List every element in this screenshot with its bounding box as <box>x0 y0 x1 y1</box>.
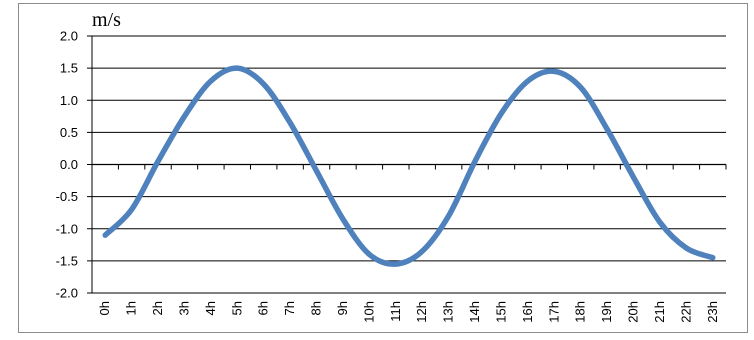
x-tick-label: 2h <box>150 301 165 315</box>
y-tick-label: -0.5 <box>56 189 78 204</box>
data-point <box>156 159 161 164</box>
data-point <box>235 66 240 71</box>
x-tick-label: 20h <box>626 301 641 323</box>
x-tick-label: 22h <box>678 301 693 323</box>
x-tick-label: 4h <box>203 301 218 315</box>
y-tick-labels: 2.0 1.5 1.0 0.5 0.0 -0.5 -1.0 -1.5 -2.0 <box>56 29 78 301</box>
y-tick-label: -2.0 <box>56 286 78 301</box>
x-tick-label: 9h <box>335 301 350 315</box>
y-tick-label: 2.0 <box>60 29 78 44</box>
data-point <box>605 127 610 132</box>
data-point <box>578 85 583 90</box>
grid-lines <box>92 35 726 294</box>
data-point <box>684 246 689 251</box>
x-tick-label: 0h <box>97 301 112 315</box>
x-tick-label: 7h <box>282 301 297 315</box>
series-line <box>102 65 716 267</box>
data-point <box>710 255 715 260</box>
x-tick-label: 3h <box>176 301 191 315</box>
x-tick-label: 6h <box>256 301 271 315</box>
x-tick-labels: 0h 1h 2h 3h 4h 5h 6h 7h 8h 9h 10h 11h 12h 13h 14h 15h 16… <box>97 301 720 323</box>
y-tick-label: 0.0 <box>60 157 78 172</box>
y-unit-label: m/s <box>92 9 121 31</box>
y-tick-label: 0.5 <box>60 125 78 140</box>
data-point <box>473 159 478 164</box>
y-tick-label: 1.5 <box>60 61 78 76</box>
data-point <box>525 78 530 83</box>
x-tick-label: 5h <box>229 301 244 315</box>
x-tick-label: 18h <box>573 301 588 323</box>
x-tick-label: 19h <box>599 301 614 323</box>
x-tick-label: 8h <box>309 301 324 315</box>
x-tick-label: 17h <box>546 301 561 323</box>
data-point <box>446 213 451 218</box>
data-point <box>208 78 213 83</box>
y-tick-label: -1.5 <box>56 253 78 268</box>
x-tick-label: 14h <box>467 301 482 323</box>
series-layer <box>102 65 716 267</box>
x-tick-label: 10h <box>361 301 376 323</box>
x-tick-label: 23h <box>705 301 720 323</box>
data-point <box>103 233 108 238</box>
y-tick-label: 1.0 <box>60 93 78 108</box>
data-point <box>288 120 293 125</box>
x-tick-label: 13h <box>441 301 456 323</box>
data-point <box>182 114 187 119</box>
data-point <box>261 82 266 87</box>
x-tick-label: 16h <box>520 301 535 323</box>
data-point <box>657 220 662 225</box>
data-point <box>129 207 134 212</box>
data-point <box>499 111 504 116</box>
y-tick-label: -1.0 <box>56 221 78 236</box>
x-tick-label: 21h <box>652 301 667 323</box>
x-tick-label: 11h <box>388 301 403 322</box>
x-tick-label: 1h <box>124 301 139 315</box>
x-tick-label: 15h <box>493 301 508 323</box>
data-point <box>420 249 425 254</box>
data-point <box>314 168 319 173</box>
data-point <box>393 262 398 267</box>
data-point <box>631 175 636 180</box>
axes <box>87 35 727 294</box>
data-point <box>340 217 345 222</box>
data-point <box>552 69 557 74</box>
x-tick-label: 12h <box>414 301 429 323</box>
data-point <box>367 252 372 257</box>
